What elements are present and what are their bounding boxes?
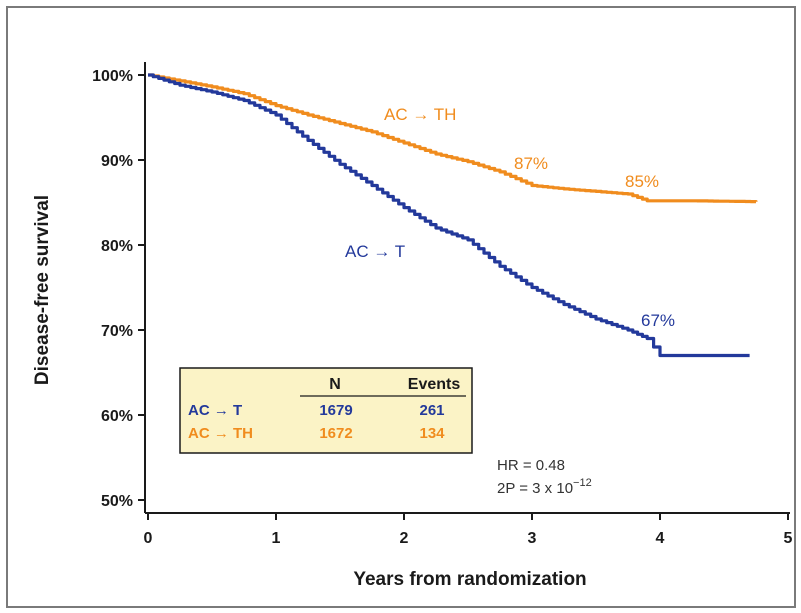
series-line-ac-th (148, 73, 758, 204)
table-row-ac-t-label: AC → T (188, 402, 242, 419)
series-label-ac-t: AC → T (345, 242, 405, 261)
series-line-ac-t (148, 73, 750, 358)
y-tick-label-90: 90% (101, 153, 133, 170)
x-tick-label-1: 1 (272, 530, 281, 547)
x-tick-label-5: 5 (784, 530, 793, 547)
events-table: N Events AC → T 1679 261 AC → TH 1672 13… (179, 367, 473, 454)
table-row-ac-t-events: 261 (419, 402, 444, 419)
annotation-ac-t-4y: 67% (641, 311, 675, 330)
y-axis-title: Disease-free survival (32, 195, 53, 385)
hazard-ratio-text: HR = 0.48 (497, 457, 565, 474)
y-tick-label-50: 50% (101, 493, 133, 510)
axis-ticks (138, 74, 789, 520)
y-tick-label-70: 70% (101, 323, 133, 340)
x-tick-label-0: 0 (144, 530, 153, 547)
p-value-text: 2P = 3 x 10−12 (497, 477, 592, 497)
y-tick-label-100: 100% (92, 68, 133, 85)
y-tick-label-80: 80% (101, 238, 133, 255)
table-row-ac-th-n: 1672 (319, 425, 352, 442)
table-row-ac-th-label: AC → TH (188, 425, 253, 442)
x-tick-label-4: 4 (656, 530, 665, 547)
x-tick-label-3: 3 (528, 530, 537, 547)
chart-frame (6, 6, 796, 608)
x-tick-label-2: 2 (400, 530, 409, 547)
annotation-ac-th-4y: 85% (625, 172, 659, 191)
table-header-events: Events (408, 376, 461, 393)
y-tick-label-60: 60% (101, 408, 133, 425)
events-table-box (179, 367, 473, 454)
x-axis-title: Years from randomization (353, 569, 586, 590)
series-label-ac-th: AC → TH (384, 105, 456, 124)
p-value-base: 2P = 3 x 10 (497, 480, 573, 497)
p-value-exponent: −12 (573, 477, 592, 489)
table-header-n: N (329, 376, 341, 393)
annotation-ac-th-3y: 87% (514, 154, 548, 173)
series-lines (148, 73, 758, 358)
tick-labels: 0 1 2 3 4 5 50% 60% 70% 80% 90% 100% (92, 68, 792, 547)
table-row-ac-th-events: 134 (419, 425, 445, 442)
table-row-ac-t-n: 1679 (319, 402, 352, 419)
